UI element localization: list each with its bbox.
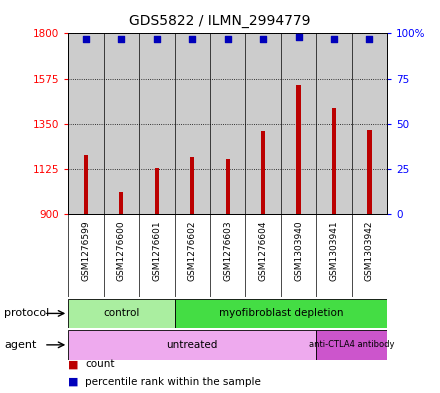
Text: GSM1276601: GSM1276601 <box>152 221 161 281</box>
Text: untreated: untreated <box>167 340 218 350</box>
Text: GSM1303942: GSM1303942 <box>365 221 374 281</box>
Text: myofibroblast depletion: myofibroblast depletion <box>219 309 343 318</box>
Text: agent: agent <box>4 340 37 350</box>
Point <box>260 36 267 42</box>
Point <box>118 36 125 42</box>
Point <box>224 36 231 42</box>
Text: GDS5822 / ILMN_2994779: GDS5822 / ILMN_2994779 <box>129 14 311 28</box>
Bar <box>261 131 265 214</box>
Text: anti-CTLA4 antibody: anti-CTLA4 antibody <box>309 340 395 349</box>
Text: GSM1303941: GSM1303941 <box>330 221 338 281</box>
Text: percentile rank within the sample: percentile rank within the sample <box>85 377 261 387</box>
Bar <box>316 330 387 360</box>
Text: GSM1303940: GSM1303940 <box>294 221 303 281</box>
Text: control: control <box>103 309 139 318</box>
Bar <box>155 168 159 214</box>
Text: protocol: protocol <box>4 309 50 318</box>
Text: GSM1276603: GSM1276603 <box>223 221 232 281</box>
Bar <box>226 159 230 214</box>
Bar <box>190 157 194 214</box>
Bar <box>84 155 88 214</box>
Bar <box>246 33 281 214</box>
Bar <box>104 33 139 214</box>
Text: ■: ■ <box>68 360 79 369</box>
Bar <box>332 108 336 214</box>
Bar <box>281 33 316 214</box>
Point <box>189 36 196 42</box>
Text: GSM1276604: GSM1276604 <box>259 221 268 281</box>
Text: GSM1276599: GSM1276599 <box>81 221 91 281</box>
Bar <box>316 33 352 214</box>
Point <box>295 34 302 40</box>
Point <box>366 36 373 42</box>
Text: GSM1276602: GSM1276602 <box>188 221 197 281</box>
Bar <box>352 33 387 214</box>
Text: ■: ■ <box>68 377 79 387</box>
Bar <box>367 130 372 214</box>
Text: count: count <box>85 360 114 369</box>
Bar <box>68 299 175 328</box>
Bar <box>68 33 104 214</box>
Bar <box>175 299 387 328</box>
Point <box>153 36 160 42</box>
Bar <box>68 330 316 360</box>
Bar <box>119 192 124 214</box>
Bar <box>139 33 175 214</box>
Bar <box>297 84 301 214</box>
Point <box>330 36 337 42</box>
Bar <box>210 33 246 214</box>
Text: GSM1276600: GSM1276600 <box>117 221 126 281</box>
Point <box>82 36 89 42</box>
Bar <box>175 33 210 214</box>
